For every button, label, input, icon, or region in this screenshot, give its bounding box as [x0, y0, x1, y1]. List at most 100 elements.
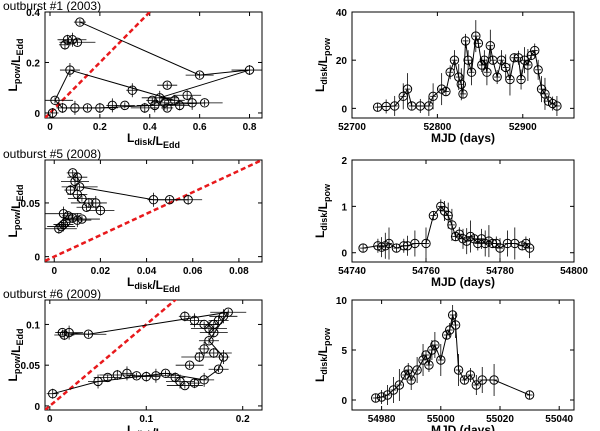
data-point [218, 352, 229, 362]
x-tick-label: 0.4 [143, 122, 157, 133]
data-point [424, 360, 434, 370]
y-axis-label: Lpow/LEdd [6, 38, 25, 91]
y-axis-label: Ldisk/Lpow [313, 37, 332, 92]
data-point [151, 371, 161, 381]
data-point [524, 243, 535, 253]
data-point [447, 310, 458, 320]
data-point [48, 389, 58, 399]
data-point [54, 224, 64, 234]
data-point [162, 80, 172, 90]
data-point [223, 307, 233, 317]
data-point [65, 65, 75, 75]
y-tick-label: 0.05 [21, 361, 41, 372]
plot-frame [44, 11, 263, 119]
data-point [60, 40, 70, 50]
x-tick-label: 0.02 [91, 266, 111, 277]
data-point [122, 368, 132, 379]
data-point [530, 45, 540, 56]
data-point [533, 65, 543, 75]
data-point [81, 202, 92, 212]
data-point [495, 243, 505, 253]
data-point [56, 221, 66, 232]
data-point [459, 375, 470, 385]
data-point [485, 41, 496, 51]
data-point [453, 365, 464, 375]
x-tick-label: 54780 [486, 266, 514, 277]
data-point [382, 390, 393, 400]
data-point [59, 330, 69, 340]
data-point [72, 215, 83, 225]
data-point [376, 392, 387, 402]
y-tick-label: 0.1 [26, 320, 40, 331]
data-point [463, 55, 473, 65]
data-point [402, 84, 413, 94]
data-point [394, 380, 405, 390]
data-point [75, 17, 85, 27]
x-tick-label: 52900 [509, 122, 537, 133]
equality-reference-line [45, 300, 178, 410]
data-point [199, 375, 209, 385]
data-point [477, 375, 487, 385]
data-point [47, 108, 58, 118]
x-axis-label: Ldisk/LEdd [127, 131, 180, 150]
x-tick-label: 0 [51, 266, 57, 277]
data-point [147, 95, 157, 106]
x-tick-label: 52800 [423, 122, 451, 133]
data-point [489, 375, 499, 385]
x-tick-label: 55020 [486, 414, 514, 425]
x-tick-label: 0.08 [229, 266, 249, 277]
y-tick-label: 40 [336, 8, 348, 19]
x-tick-label: 0.04 [137, 266, 157, 277]
chart-p1r: 52700 52800 52900 0 20 40 MJD (days) Ldisk/Lpow [313, 8, 575, 145]
data-point [67, 35, 78, 45]
data-point [174, 100, 185, 111]
x-tick-label: 55040 [545, 414, 573, 425]
data-point [209, 348, 219, 358]
y-axis-label: Ldisk/Lpow [313, 327, 332, 382]
x-tick-label: 0.1 [139, 414, 153, 425]
y-axis-label: Lpow/LEdd [6, 184, 25, 237]
data-point [199, 319, 209, 330]
data-point [456, 79, 466, 89]
data-point [427, 345, 437, 355]
x-axis-label: MJD (days) [431, 275, 495, 289]
data-point [428, 91, 438, 102]
data-point [244, 65, 255, 75]
data-point [406, 375, 416, 385]
chart-p1l: 0 0.2 0.4 0.6 0.800.20.4Ldisk/LEddLpow/LEddo… [3, 0, 263, 150]
data-point [450, 320, 461, 330]
plot-frame [44, 159, 263, 263]
x-tick-label: 54800 [560, 266, 588, 277]
data-point [536, 84, 547, 94]
data-point [184, 360, 195, 370]
data-point [189, 378, 200, 388]
plot-frame [351, 299, 575, 411]
data-point [160, 98, 170, 108]
data-point [102, 372, 113, 383]
data-point [441, 86, 451, 97]
y-axis-label: Ldisk/Lpow [313, 183, 332, 238]
data-point [444, 325, 455, 335]
data-point [519, 55, 530, 65]
data-point [83, 329, 94, 339]
data-point [120, 100, 130, 111]
x-tick-label: 0 [47, 122, 53, 133]
x-axis-label: MJD (days) [431, 423, 495, 431]
data-point [524, 390, 535, 400]
data-point [127, 85, 137, 95]
x-axis-label: Ldisk/LEdd [127, 423, 180, 431]
x-tick-label: 0.2 [93, 122, 107, 133]
data-point [182, 90, 192, 100]
x-tick-label: 52700 [338, 122, 366, 133]
data-point [410, 238, 420, 249]
panel-title: outburst #1 (2003) [3, 0, 101, 13]
data-point [523, 60, 533, 70]
data-point [148, 195, 159, 205]
plot-frame [44, 299, 263, 411]
y-tick-label: 0.4 [26, 8, 40, 19]
data-point [213, 364, 224, 374]
panel-title: outburst #6 (2009) [3, 287, 101, 301]
data-point [64, 327, 74, 338]
series-line [54, 21, 250, 109]
data-point [447, 220, 457, 230]
